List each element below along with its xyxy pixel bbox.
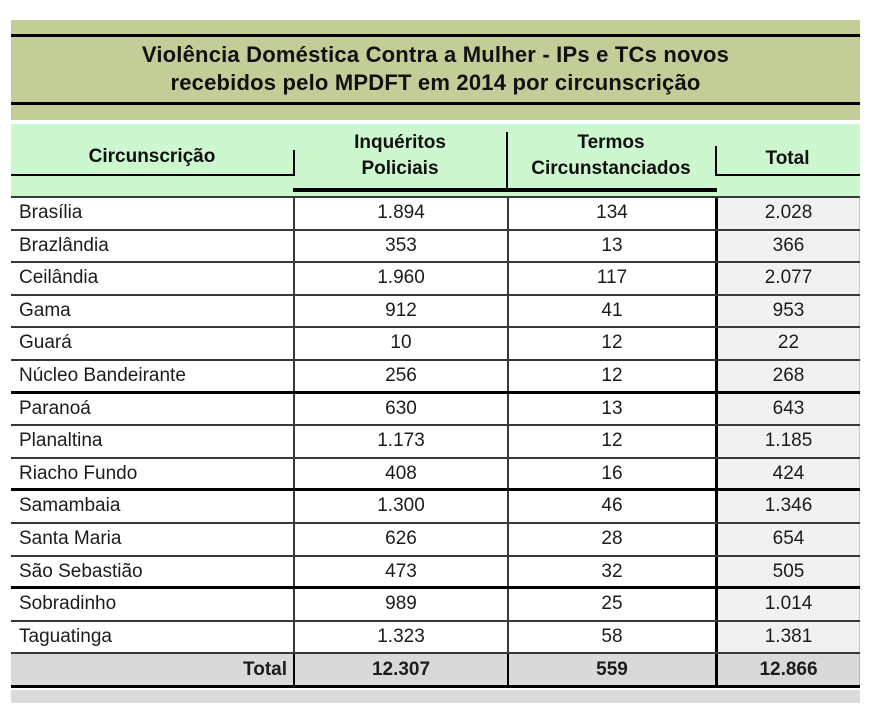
table-row: São Sebastião 473 32 505 [11, 556, 860, 590]
total-ip-cell: 12.307 [293, 654, 507, 686]
table-body: Brasília 1.894 134 2.028 Brazlândia 353 … [11, 198, 860, 655]
row-total-cell: 366 [715, 230, 860, 262]
row-total-cell: 505 [715, 556, 860, 587]
row-tc-cell: 12 [507, 328, 715, 359]
row-ip-cell: 630 [293, 393, 507, 425]
row-tc-cell: 12 [507, 360, 715, 391]
table-row: Taguatinga 1.323 58 1.381 [11, 621, 860, 655]
sub-title-olive-band [11, 105, 860, 120]
title-band: Violência Doméstica Contra a Mulher - IP… [11, 37, 860, 102]
row-circunscricao-cell: Gama [19, 299, 71, 321]
row-ip-cell: 10 [293, 328, 507, 359]
row-tc-cell: 13 [507, 230, 715, 262]
table-row: Riacho Fundo 408 16 424 [11, 458, 860, 492]
row-tc-cell: 25 [507, 589, 715, 620]
row-tc-cell: 28 [507, 523, 715, 555]
header-circunscricao: Circunscrição [88, 146, 216, 167]
total-tc-cell: 559 [507, 654, 715, 686]
row-ip-cell: 989 [293, 589, 507, 620]
row-total-cell: 424 [715, 458, 860, 489]
statistics-table: Violência Doméstica Contra a Mulher - IP… [11, 20, 860, 704]
row-circunscricao-cell: Guará [19, 332, 72, 354]
header-divider-2 [506, 132, 508, 190]
total-total-cell: 12.866 [715, 654, 860, 686]
table-row: Samambaia 1.300 46 1.346 [11, 491, 860, 524]
header-underline-total [715, 174, 860, 176]
row-ip-cell: 353 [293, 230, 507, 262]
row-ip-cell: 256 [293, 360, 507, 391]
table-row: Gama 912 41 953 [11, 295, 860, 329]
row-circunscricao-cell: Núcleo Bandeirante [19, 364, 186, 386]
header-divider-3 [715, 146, 717, 176]
row-ip-cell: 1.894 [293, 198, 507, 229]
title-line-1: Violência Doméstica Contra a Mulher - IP… [141, 42, 730, 67]
row-circunscricao-cell: Planaltina [19, 430, 103, 452]
table-row: Núcleo Bandeirante 256 12 268 [11, 360, 860, 394]
row-ip-cell: 1.960 [293, 263, 507, 294]
row-total-cell: 22 [715, 328, 860, 359]
row-circunscricao-cell: Samambaia [19, 495, 121, 517]
row-ip-cell: 912 [293, 295, 507, 327]
top-olive-band [11, 20, 860, 34]
row-circunscricao-cell: Ceilândia [19, 267, 99, 289]
table-row: Planaltina 1.173 12 1.185 [11, 426, 860, 459]
row-tc-cell: 58 [507, 621, 715, 653]
row-total-cell: 2.077 [715, 263, 860, 294]
total-label-cell: Total [243, 659, 287, 681]
row-total-cell: 2.028 [715, 198, 860, 229]
row-total-cell: 953 [715, 295, 860, 327]
row-ip-cell: 473 [293, 556, 507, 587]
table-row: Brazlândia 353 13 366 [11, 230, 860, 264]
row-tc-cell: 134 [507, 198, 715, 229]
table-row: Sobradinho 989 25 1.014 [11, 589, 860, 622]
title-line-2: recebidos pelo MPDFT em 2014 por circuns… [170, 70, 701, 95]
table-row: Brasília 1.894 134 2.028 [11, 198, 860, 231]
row-circunscricao-cell: Sobradinho [19, 593, 117, 615]
row-tc-cell: 13 [507, 393, 715, 425]
row-tc-cell: 117 [507, 263, 715, 294]
row-circunscricao-cell: Riacho Fundo [19, 462, 138, 484]
bottom-gray-strip [11, 690, 860, 704]
table-row: Paranoá 630 13 643 [11, 393, 860, 427]
row-circunscricao-cell: Brasília [19, 202, 83, 223]
row-circunscricao-cell: São Sebastião [19, 560, 143, 582]
table-row: Santa Maria 626 28 654 [11, 523, 860, 557]
title-top-rule [11, 34, 860, 37]
row-total-cell: 654 [715, 523, 860, 555]
spacer [11, 120, 860, 124]
row-total-cell: 1.014 [715, 589, 860, 620]
header-termos-circunstanciados: Termos Circunstanciados [531, 132, 691, 179]
row-ip-cell: 1.300 [293, 491, 507, 522]
row-total-cell: 1.346 [715, 491, 860, 522]
table-row: Guará 10 12 22 [11, 328, 860, 361]
row-circunscricao-cell: Paranoá [19, 397, 91, 419]
row-ip-cell: 408 [293, 458, 507, 489]
total-row: Total 12.307 559 12.866 [11, 654, 860, 689]
header-divider-1 [293, 150, 295, 176]
row-circunscricao-cell: Brazlândia [19, 234, 109, 256]
row-circunscricao-cell: Santa Maria [19, 527, 122, 549]
row-ip-cell: 1.323 [293, 621, 507, 653]
row-ip-cell: 626 [293, 523, 507, 555]
row-circunscricao-cell: Taguatinga [19, 625, 112, 647]
header-row: Circunscrição Inquéritos Policiais Termo… [11, 124, 860, 198]
row-tc-cell: 32 [507, 556, 715, 587]
row-total-cell: 268 [715, 360, 860, 391]
row-total-cell: 1.381 [715, 621, 860, 653]
header-underline-ip-tc [293, 188, 717, 192]
header-total: Total [765, 148, 810, 169]
title-bottom-rule [11, 102, 860, 105]
row-total-cell: 643 [715, 393, 860, 425]
table-row: Ceilândia 1.960 117 2.077 [11, 263, 860, 296]
row-tc-cell: 41 [507, 295, 715, 327]
row-tc-cell: 12 [507, 426, 715, 457]
row-tc-cell: 16 [507, 458, 715, 489]
header-underline-circunscricao [11, 174, 295, 176]
row-total-cell: 1.185 [715, 426, 860, 457]
row-tc-cell: 46 [507, 491, 715, 522]
header-inqueritos-policiais: Inquéritos Policiais [354, 132, 446, 179]
row-ip-cell: 1.173 [293, 426, 507, 457]
